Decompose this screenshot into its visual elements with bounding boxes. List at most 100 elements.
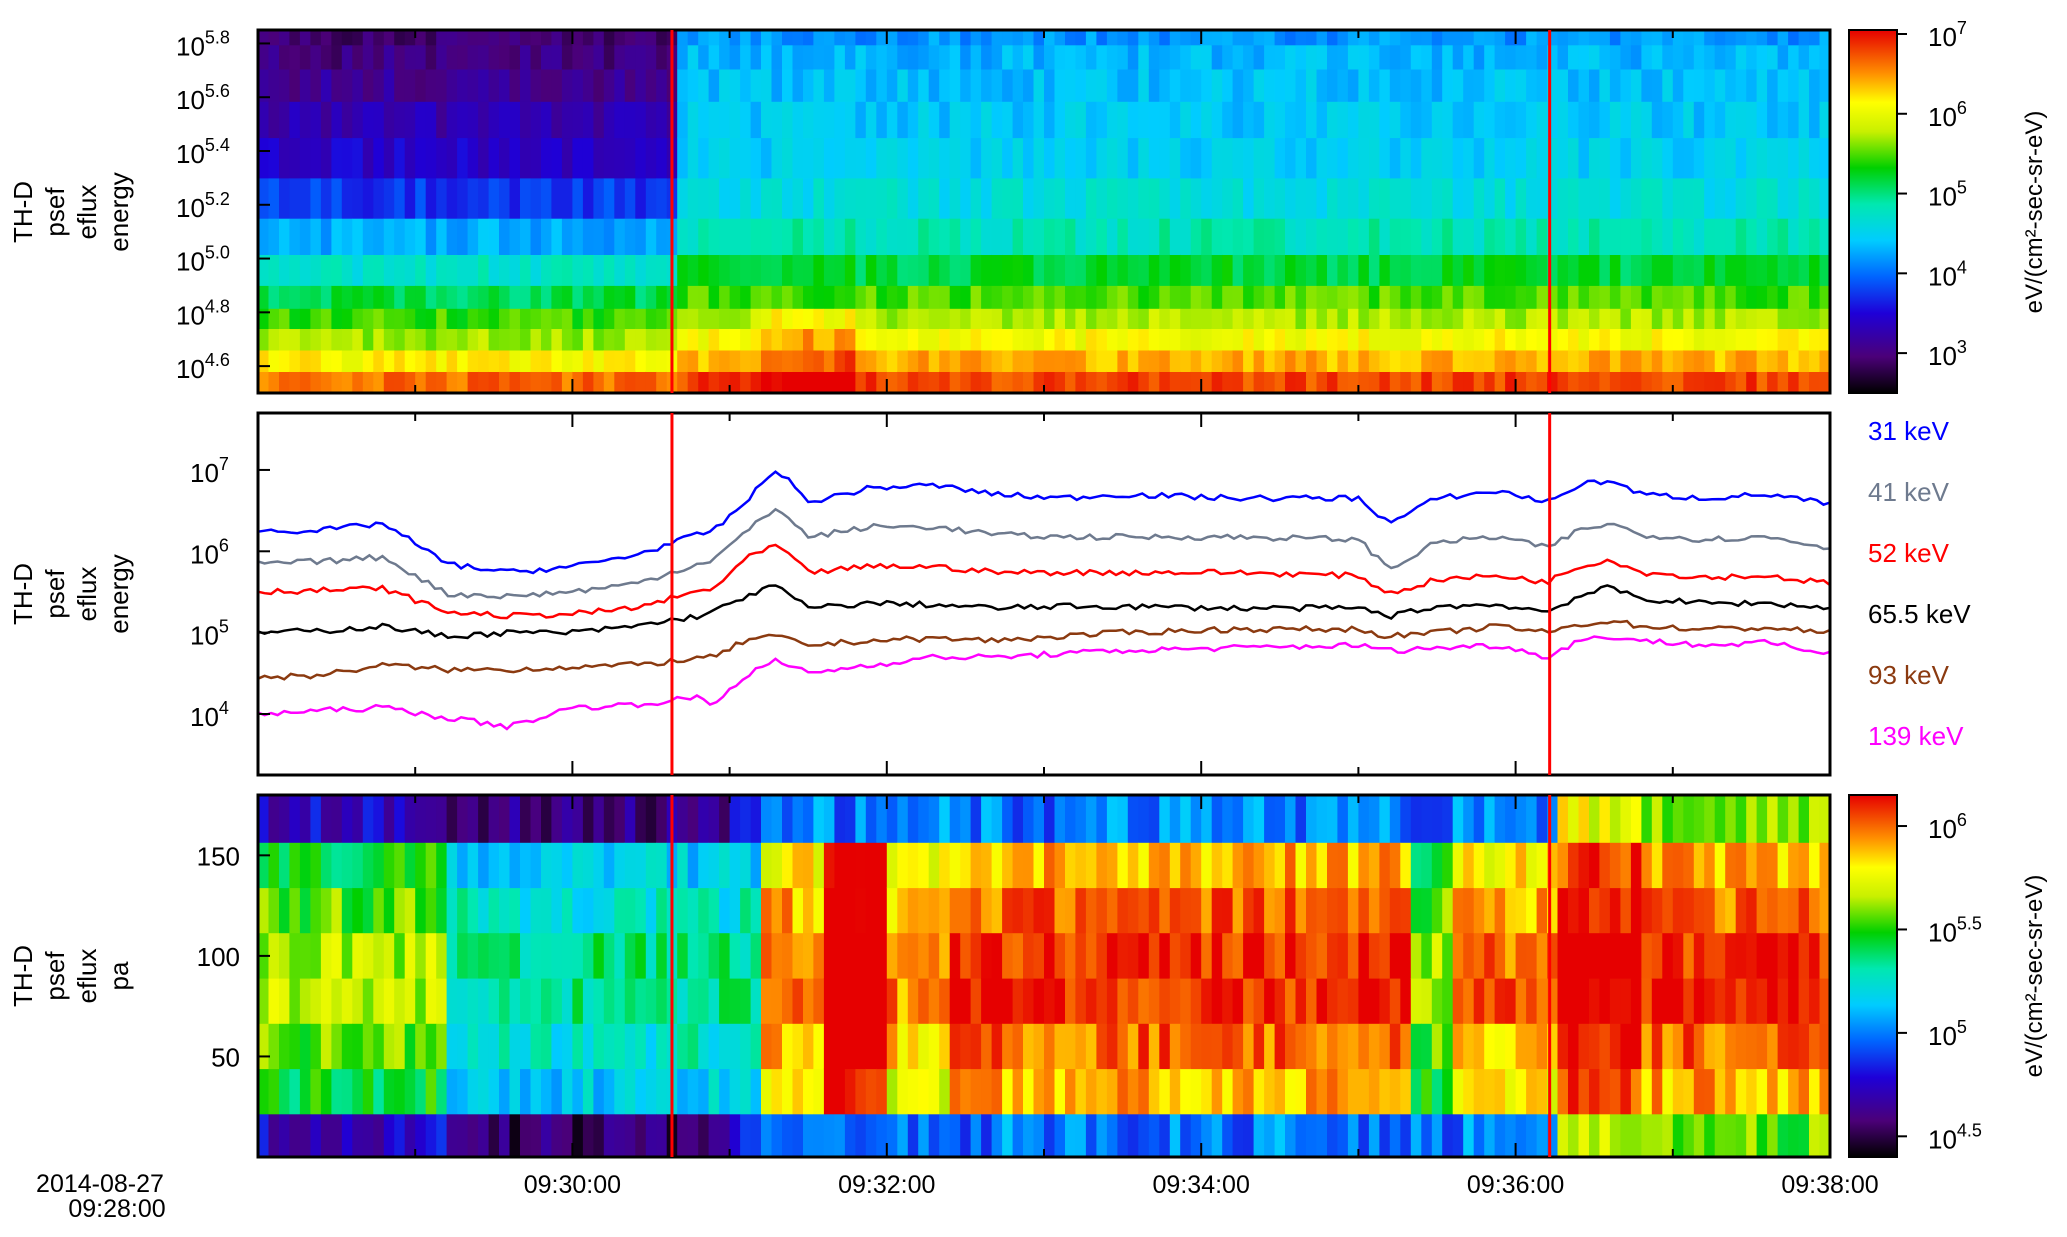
energy-cell (1127, 30, 1140, 46)
energy-cell (960, 308, 972, 329)
energy-cell (1683, 137, 1695, 179)
pa-cell (1065, 842, 1077, 889)
energy-cell (991, 350, 1003, 372)
energy-cell (1347, 101, 1360, 139)
pa-cell (939, 1113, 951, 1158)
colorbar-tick-label: 103 (1928, 337, 1967, 371)
energy-cell (1557, 137, 1569, 179)
pa-cell (1672, 932, 1685, 979)
pa-cell (425, 1023, 437, 1070)
pa-cell (1337, 932, 1349, 979)
pa-cell (1672, 1068, 1685, 1115)
energy-cell (1589, 218, 1601, 255)
energy-cell (541, 177, 553, 219)
energy-cell (1368, 328, 1381, 351)
pa-cell (404, 887, 416, 934)
pa-cell (803, 795, 815, 843)
energy-cell (582, 69, 595, 102)
pa-cell (645, 1023, 658, 1070)
pa-cell (1431, 932, 1444, 979)
energy-cell (1190, 177, 1202, 219)
energy-cell (1788, 101, 1800, 139)
energy-cell (1515, 44, 1527, 70)
energy-cell (1421, 350, 1433, 372)
energy-cell (1337, 285, 1349, 309)
energy-cell (761, 254, 773, 286)
pa-cell (1630, 978, 1643, 1024)
energy-cell (1641, 101, 1653, 139)
pa-cell (1075, 978, 1087, 1024)
pa-cell (1002, 1113, 1014, 1158)
pa-cell (1054, 1068, 1066, 1115)
pa-cell (1473, 978, 1485, 1024)
energy-cell (834, 177, 846, 219)
pa-cell (844, 887, 857, 934)
energy-cell (1232, 328, 1244, 351)
energy-cell (792, 328, 804, 351)
pa-cell (635, 1023, 647, 1070)
pa-cell (1096, 842, 1108, 889)
pa-cell (1148, 842, 1161, 889)
energy-cell (1630, 44, 1643, 70)
energy-cell (1693, 350, 1706, 372)
energy-cell (1201, 69, 1213, 102)
energy-cell (1316, 308, 1328, 329)
pa-cell (310, 795, 322, 843)
pa-cell (1075, 932, 1087, 979)
pa-cell (1274, 932, 1286, 979)
energy-cell (593, 177, 605, 219)
energy-cell (1777, 328, 1789, 351)
pa-spectrogram-cells (258, 795, 1831, 1158)
pa-cell (1012, 795, 1024, 843)
pa-cell (1693, 795, 1706, 843)
colorbar-tick-label: 105 (1928, 178, 1967, 212)
energy-cell (886, 371, 899, 394)
pa-cell (897, 1068, 909, 1115)
energy-cell (782, 177, 794, 219)
energy-cell (520, 371, 532, 394)
pa-cell (813, 795, 825, 843)
energy-cell (1002, 218, 1014, 255)
pa-cell (1400, 932, 1412, 979)
energy-cell (1651, 254, 1664, 286)
pa-cell (1735, 887, 1747, 934)
energy-cell (1316, 101, 1328, 139)
energy-cell (530, 218, 542, 255)
energy-cell (1169, 254, 1182, 286)
pa-cell (1494, 887, 1506, 934)
pa-cell (1442, 932, 1454, 979)
energy-cell (1295, 101, 1307, 139)
pa-cell (1190, 932, 1202, 979)
energy-cell (1127, 69, 1140, 102)
energy-cell (792, 69, 804, 102)
pa-cell (1044, 842, 1056, 889)
pa-cell (1536, 887, 1548, 934)
pa-cell (1777, 795, 1789, 843)
energy-cell (425, 350, 437, 372)
energy-cell (1023, 69, 1035, 102)
energy-cell (383, 254, 396, 286)
energy-cell (572, 350, 584, 372)
energy-cell (1274, 137, 1286, 179)
colorbar-gradient (1848, 794, 1898, 1158)
energy-cell (907, 101, 920, 139)
energy-cell (813, 218, 825, 255)
energy-cell (1431, 30, 1444, 46)
pa-cell (1159, 1113, 1171, 1158)
pa-cell (1505, 978, 1517, 1024)
energy-cell (1253, 350, 1265, 372)
energy-cell (1819, 69, 1831, 102)
pa-cell (981, 1023, 993, 1070)
energy-cell (1337, 308, 1349, 329)
pa-cell (446, 932, 458, 979)
energy-cell (1641, 177, 1653, 219)
energy-cell (1169, 101, 1182, 139)
energy-cell (1819, 308, 1831, 329)
pa-cell (729, 795, 741, 843)
pa-cell (1410, 978, 1423, 1024)
pa-cell (457, 1113, 469, 1158)
energy-cell (1159, 285, 1171, 309)
pa-cell (383, 1113, 396, 1158)
energy-cell (1777, 69, 1789, 102)
energy-cell (1735, 371, 1747, 394)
